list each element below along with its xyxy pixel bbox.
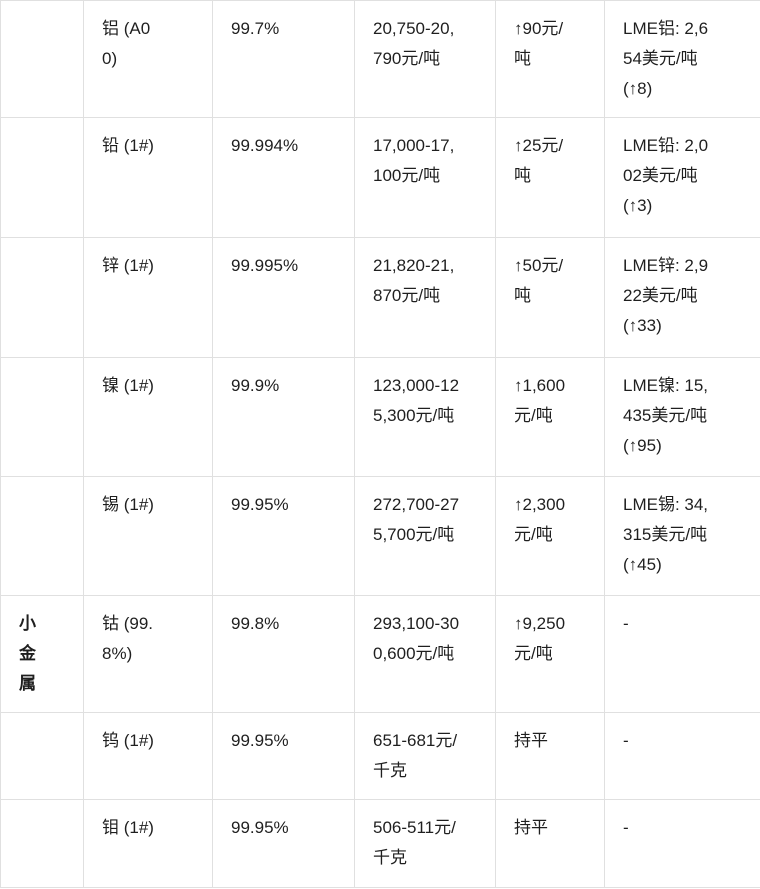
change-cell: ↑1,600 元/吨 bbox=[495, 357, 605, 477]
category-cell bbox=[0, 357, 84, 477]
change-cell: 持平 bbox=[495, 799, 605, 888]
lme-price-cell: LME铅: 2,0 02美元/吨 (↑3) bbox=[604, 117, 760, 238]
table-row: 铅 (1#) 99.994% 17,000-17, 100元/吨 ↑25元/ 吨… bbox=[0, 117, 760, 238]
category-cell bbox=[0, 476, 84, 596]
lme-price-cell: - bbox=[604, 712, 760, 800]
metal-name-cell: 钼 (1#) bbox=[83, 799, 213, 888]
lme-price-cell: LME锌: 2,9 22美元/吨 (↑33) bbox=[604, 237, 760, 358]
metal-name-cell: 铅 (1#) bbox=[83, 117, 213, 238]
price-range-cell: 21,820-21, 870元/吨 bbox=[354, 237, 496, 358]
table-row: 钨 (1#) 99.95% 651-681元/ 千克 持平 - bbox=[0, 712, 760, 800]
price-range-cell: 506-511元/ 千克 bbox=[354, 799, 496, 888]
table-row: 锌 (1#) 99.995% 21,820-21, 870元/吨 ↑50元/ 吨… bbox=[0, 237, 760, 358]
table-row: 钼 (1#) 99.95% 506-511元/ 千克 持平 - bbox=[0, 799, 760, 888]
category-cell bbox=[0, 117, 84, 238]
table-row: 小 金 属 钴 (99. 8%) 99.8% 293,100-30 0,600元… bbox=[0, 595, 760, 713]
lme-price-cell: - bbox=[604, 799, 760, 888]
change-cell: ↑90元/ 吨 bbox=[495, 0, 605, 118]
lme-price-cell: LME镍: 15, 435美元/吨 (↑95) bbox=[604, 357, 760, 477]
price-range-cell: 20,750-20, 790元/吨 bbox=[354, 0, 496, 118]
category-cell bbox=[0, 712, 84, 800]
price-range-cell: 293,100-30 0,600元/吨 bbox=[354, 595, 496, 713]
price-range-cell: 272,700-27 5,700元/吨 bbox=[354, 476, 496, 596]
category-cell-minor-metals: 小 金 属 bbox=[0, 595, 84, 713]
change-cell: 持平 bbox=[495, 712, 605, 800]
change-cell: ↑25元/ 吨 bbox=[495, 117, 605, 238]
metal-name-cell: 镍 (1#) bbox=[83, 357, 213, 477]
purity-cell: 99.8% bbox=[212, 595, 355, 713]
price-range-cell: 17,000-17, 100元/吨 bbox=[354, 117, 496, 238]
metal-name-cell: 锌 (1#) bbox=[83, 237, 213, 358]
purity-cell: 99.994% bbox=[212, 117, 355, 238]
change-cell: ↑9,250 元/吨 bbox=[495, 595, 605, 713]
price-range-cell: 651-681元/ 千克 bbox=[354, 712, 496, 800]
table-row: 铝 (A0 0) 99.7% 20,750-20, 790元/吨 ↑90元/ 吨… bbox=[0, 0, 760, 118]
lme-price-cell: - bbox=[604, 595, 760, 713]
metal-name-cell: 钴 (99. 8%) bbox=[83, 595, 213, 713]
purity-cell: 99.95% bbox=[212, 476, 355, 596]
lme-price-cell: LME铝: 2,6 54美元/吨 (↑8) bbox=[604, 0, 760, 118]
lme-price-cell: LME锡: 34, 315美元/吨 (↑45) bbox=[604, 476, 760, 596]
table-row: 锡 (1#) 99.95% 272,700-27 5,700元/吨 ↑2,300… bbox=[0, 476, 760, 596]
category-cell bbox=[0, 0, 84, 118]
change-cell: ↑2,300 元/吨 bbox=[495, 476, 605, 596]
purity-cell: 99.95% bbox=[212, 799, 355, 888]
metal-name-cell: 铝 (A0 0) bbox=[83, 0, 213, 118]
metal-name-cell: 锡 (1#) bbox=[83, 476, 213, 596]
purity-cell: 99.9% bbox=[212, 357, 355, 477]
purity-cell: 99.95% bbox=[212, 712, 355, 800]
category-cell bbox=[0, 237, 84, 358]
purity-cell: 99.7% bbox=[212, 0, 355, 118]
price-range-cell: 123,000-12 5,300元/吨 bbox=[354, 357, 496, 477]
purity-cell: 99.995% bbox=[212, 237, 355, 358]
change-cell: ↑50元/ 吨 bbox=[495, 237, 605, 358]
metal-name-cell: 钨 (1#) bbox=[83, 712, 213, 800]
table-row: 镍 (1#) 99.9% 123,000-12 5,300元/吨 ↑1,600 … bbox=[0, 357, 760, 477]
category-cell bbox=[0, 799, 84, 888]
